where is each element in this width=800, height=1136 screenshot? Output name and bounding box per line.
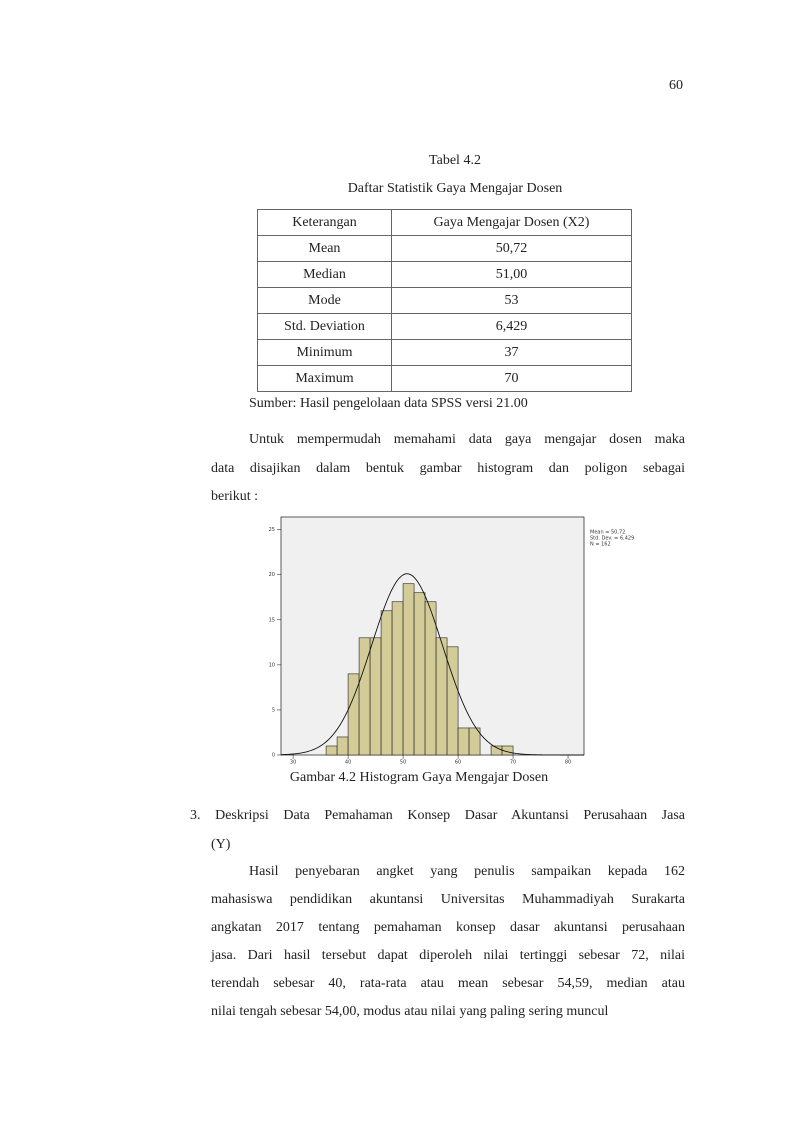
x-tick-label: 40 [345, 760, 351, 766]
table-body: Keterangan Gaya Mengajar Dosen (X2) Mean 50… [257, 209, 632, 392]
text-line: Untuk mempermudah memahami data gaya men… [249, 432, 685, 447]
table-cell: Std. Deviation [257, 313, 392, 340]
bar [468, 727, 481, 756]
text-line: data disajikan dalam bentuk gambar histo… [211, 460, 685, 476]
text-line: berikut : [211, 489, 259, 504]
bar [336, 736, 349, 756]
text-line: jasa. Dari hasil tersebut dapat diperole… [211, 948, 685, 963]
table-cell: 70 [391, 365, 632, 392]
table-row: Minimum 37 [257, 339, 632, 366]
bar [457, 727, 470, 756]
y-tick-label: 0 [272, 753, 275, 759]
page-number: 60 [669, 78, 683, 93]
section-heading: 3. Deskripsi Data Pemahaman Konsep Dasar… [190, 808, 685, 823]
bar [369, 637, 382, 756]
bar [446, 646, 459, 756]
table-cell: Maximum [257, 365, 392, 392]
text-line: nilai tengah sebesar 54,00, modus atau n… [211, 1004, 609, 1019]
y-tick-label: 20 [269, 572, 275, 578]
bar [380, 610, 393, 756]
x-tick-label: 60 [455, 760, 461, 766]
bar [413, 592, 426, 756]
text-line: terendah sebesar 40, rata-rata atau mean… [211, 976, 685, 991]
table-row: Maximum 70 [257, 365, 632, 392]
figure-caption: Gambar 4.2 Histogram Gaya Mengajar Dosen [289, 770, 549, 785]
table-cell: 51,00 [391, 261, 632, 288]
y-tick-label: 15 [269, 617, 275, 623]
y-tick-label: 5 [272, 707, 275, 713]
x-tick-label: 30 [290, 760, 296, 766]
x-tick-label: 50 [400, 760, 406, 766]
bar [402, 583, 415, 756]
stats-table: Keterangan Gaya Mengajar Dosen (X2) Mean 50… [257, 209, 632, 392]
y-tick-label: 25 [269, 527, 275, 533]
bar [424, 601, 437, 756]
legend-entry: N = 162 [590, 542, 611, 548]
table-title: Daftar Statistik Gaya Mengajar Dosen [347, 181, 563, 196]
section-heading: (Y) [211, 837, 231, 852]
table-cell: 37 [391, 339, 632, 366]
table-header-row: Keterangan Gaya Mengajar Dosen (X2) [257, 209, 632, 236]
table-cell: Mode [257, 287, 392, 314]
legend-entry: Mean = 50,72 [590, 530, 625, 536]
text-line: mahasiswa pendidikan akuntansi Universit… [211, 892, 685, 907]
bar [391, 601, 404, 756]
x-tick-label: 70 [510, 760, 516, 766]
bar [325, 745, 338, 756]
legend-entry: Std. Dev. = 6,429 [590, 536, 634, 542]
x-tick-label: 80 [565, 760, 571, 766]
table-row: Median 51,00 [257, 261, 632, 288]
table-label: Tabel 4.2 [429, 153, 481, 168]
text-line: angkatan 2017 tentang pemahaman konsep d… [211, 920, 685, 935]
y-tick-label: 10 [269, 662, 275, 668]
text-line: Hasil penyebaran angket yang penulis sam… [249, 864, 685, 879]
table-source: Sumber: Hasil pengelolaan data SPSS vers… [249, 396, 528, 411]
normal-curve [280, 573, 584, 756]
table-cell: Minimum [257, 339, 392, 366]
